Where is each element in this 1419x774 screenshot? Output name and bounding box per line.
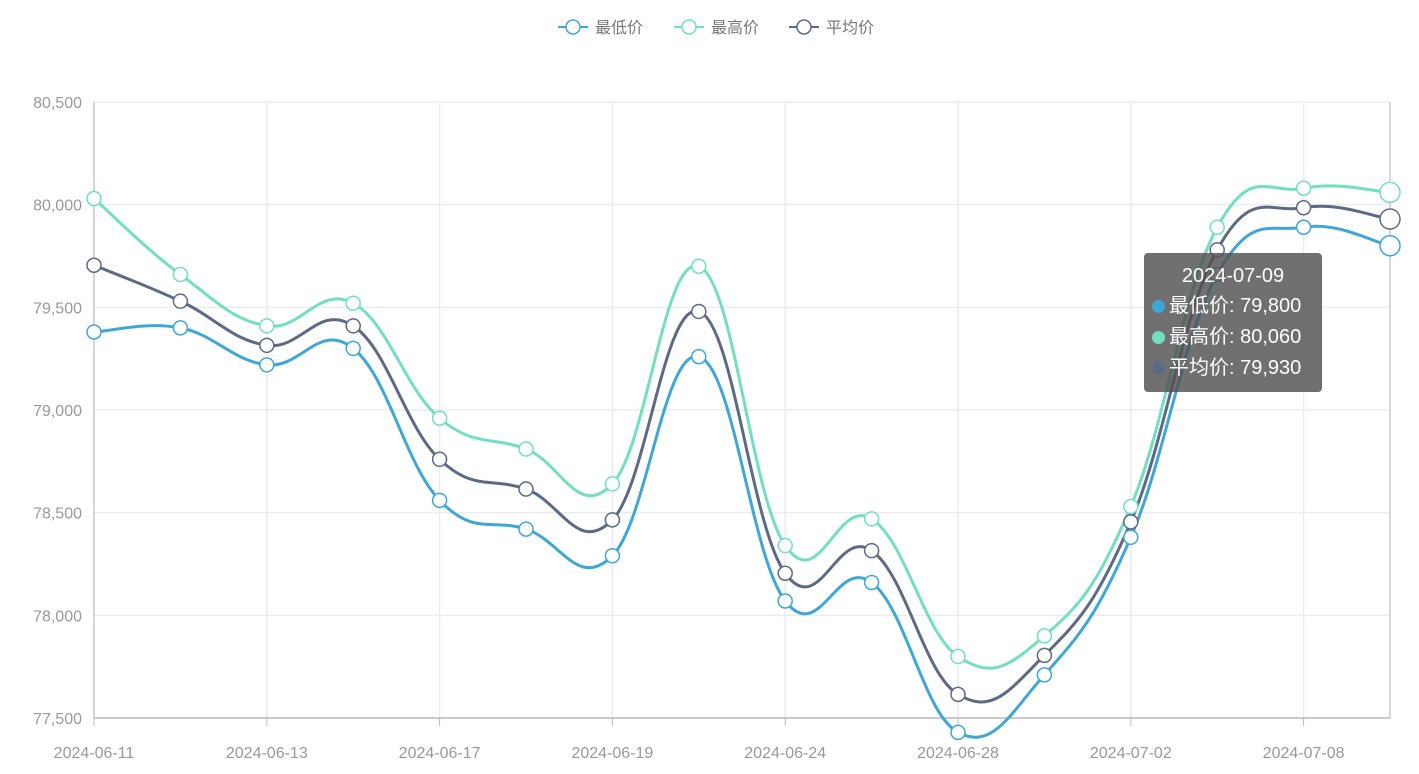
y-tick-label: 80,500 (33, 95, 82, 112)
data-point-max[interactable] (1123, 498, 1139, 515)
data-point-max[interactable] (691, 258, 707, 275)
axes: 77,500 78,000 78,500 79,000 79,500 80,000 80,5… (33, 95, 1391, 762)
data-point-max[interactable] (86, 190, 102, 207)
data-point-min[interactable] (345, 340, 361, 357)
x-tick-label: 2024-07-08 (1263, 745, 1345, 762)
data-point-max[interactable] (431, 410, 448, 426)
data-point-max[interactable] (1295, 180, 1312, 196)
tooltip-dot-min (1152, 300, 1165, 313)
data-point-min[interactable] (259, 357, 275, 373)
data-point-max[interactable] (1379, 181, 1401, 204)
x-tick-label: 2024-06-24 (744, 745, 826, 762)
data-point-avg[interactable] (431, 451, 448, 468)
data-point-avg[interactable] (691, 303, 707, 320)
data-points[interactable] (86, 180, 1401, 741)
x-tick-label: 2024-07-02 (1090, 745, 1172, 762)
tooltip: 2024-07-09 最低价: 79,800 最高价: 80,060 平均价: … (1144, 253, 1322, 392)
data-point-min[interactable] (431, 492, 448, 509)
data-point-max[interactable] (172, 266, 189, 283)
data-point-avg[interactable] (172, 293, 189, 309)
data-point-avg[interactable] (950, 686, 966, 703)
x-tick-label: 2024-06-11 (54, 745, 135, 762)
data-point-min[interactable] (518, 521, 534, 537)
tooltip-row-min: 最低价: 79,800 (1144, 291, 1322, 322)
data-point-avg[interactable] (604, 512, 621, 528)
data-point-min[interactable] (777, 593, 793, 609)
tooltip-label-min: 最低价: 79,800 (1169, 295, 1302, 317)
x-tick-label: 2024-06-19 (571, 745, 653, 762)
tooltip-dot-max (1152, 331, 1165, 344)
data-point-min[interactable] (1123, 529, 1139, 546)
x-tick-label: 2024-06-17 (399, 745, 481, 762)
data-point-avg[interactable] (777, 565, 793, 581)
tooltip-title: 2024-07-09 (1181, 265, 1285, 287)
data-point-max[interactable] (259, 318, 275, 334)
data-point-avg[interactable] (1379, 208, 1401, 230)
legend-item-max[interactable]: 最高价 (674, 19, 759, 37)
legend-label: 平均价 (826, 19, 874, 37)
data-point-min[interactable] (172, 320, 189, 336)
data-point-avg[interactable] (1123, 514, 1139, 530)
data-point-avg[interactable] (1036, 647, 1053, 664)
data-point-min[interactable] (1379, 234, 1401, 257)
legend-item-avg[interactable]: 平均价 (789, 19, 874, 37)
y-tick-label: 77,500 (33, 711, 82, 728)
legend-label: 最高价 (711, 19, 759, 37)
tooltip-dot-avg (1152, 362, 1165, 375)
data-point-max[interactable] (345, 295, 361, 311)
data-point-avg[interactable] (345, 318, 361, 334)
y-tick-label: 79,000 (33, 403, 82, 420)
tooltip-row-max: 最高价: 80,060 (1144, 322, 1322, 353)
tooltip-label-max: 最高价: 80,060 (1169, 326, 1302, 348)
data-point-max[interactable] (1209, 219, 1225, 236)
data-point-min[interactable] (691, 348, 707, 365)
data-point-avg[interactable] (863, 542, 880, 559)
legend-item-min[interactable]: 最低价 (558, 19, 643, 37)
tooltip-row-avg: 平均价: 79,930 (1144, 353, 1322, 384)
data-point-min[interactable] (863, 574, 880, 591)
legend-circle-icon (681, 19, 697, 35)
legend[interactable]: 最低价 最高价 平均价 (558, 19, 874, 37)
data-point-min[interactable] (604, 548, 621, 564)
legend-circle-icon (796, 19, 812, 35)
legend-circle-icon (565, 19, 581, 35)
legend-label: 最低价 (595, 19, 643, 37)
data-point-max[interactable] (863, 511, 880, 527)
data-point-max[interactable] (518, 441, 534, 457)
data-point-max[interactable] (604, 476, 621, 492)
data-point-min[interactable] (1036, 667, 1053, 683)
grid (93, 101, 1390, 719)
data-point-avg[interactable] (1295, 199, 1312, 216)
x-tick-label: 2024-06-28 (917, 745, 999, 762)
tooltip-label-avg: 平均价: 79,930 (1169, 357, 1302, 379)
data-point-avg[interactable] (86, 257, 102, 273)
data-point-min[interactable] (86, 324, 102, 340)
y-tick-label: 78,500 (33, 506, 82, 523)
x-tick-label: 2024-06-13 (226, 745, 308, 762)
y-tick-label: 78,000 (33, 608, 82, 625)
data-point-max[interactable] (777, 537, 793, 554)
data-point-max[interactable] (1036, 628, 1053, 644)
data-point-min[interactable] (950, 724, 966, 741)
data-point-max[interactable] (950, 648, 966, 665)
y-tick-label: 80,000 (33, 198, 82, 215)
data-point-min[interactable] (1295, 219, 1312, 236)
y-tick-label: 79,500 (33, 300, 82, 317)
data-point-avg[interactable] (259, 337, 275, 354)
data-point-avg[interactable] (518, 481, 534, 497)
